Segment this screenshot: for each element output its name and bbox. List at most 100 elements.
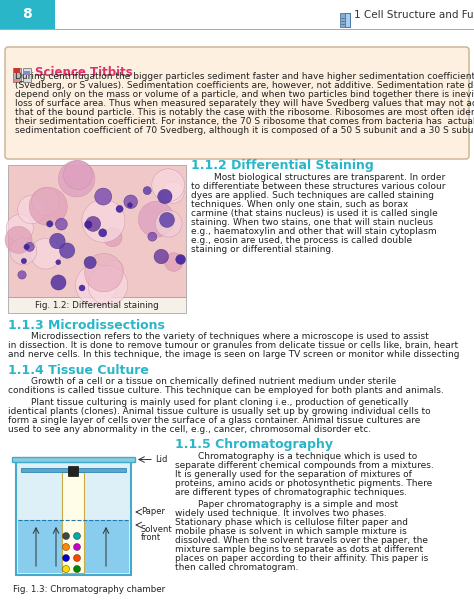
Circle shape: [128, 203, 132, 208]
Text: staining. When two stains, one that will stain nucleus: staining. When two stains, one that will…: [191, 218, 433, 227]
Text: separate different chemical compounds from a mixtures.: separate different chemical compounds fr…: [175, 461, 434, 470]
Text: and nerve cells. In this technique, the image is seen on large TV screen or moni: and nerve cells. In this technique, the …: [8, 350, 459, 359]
Circle shape: [116, 205, 123, 213]
Circle shape: [21, 258, 27, 264]
Circle shape: [73, 544, 81, 550]
FancyBboxPatch shape: [5, 47, 469, 159]
Text: Most biological structures are transparent. In order: Most biological structures are transpare…: [191, 173, 445, 182]
Circle shape: [58, 161, 95, 197]
Text: depend only on the mass or volume of a particle, and when two particles bind tog: depend only on the mass or volume of a p…: [15, 90, 474, 99]
Text: places on paper according to their affinity. This paper is: places on paper according to their affin…: [175, 554, 428, 563]
Circle shape: [10, 238, 37, 265]
Text: loss of surface area. Thus when measured separately they will have Svedberg valu: loss of surface area. Thus when measured…: [15, 99, 474, 108]
Circle shape: [56, 260, 61, 265]
Bar: [340, 13, 350, 27]
Bar: [13, 68, 21, 82]
Bar: [16, 462, 131, 575]
Bar: [24, 71, 30, 75]
Circle shape: [18, 271, 26, 279]
Circle shape: [159, 213, 174, 227]
Circle shape: [86, 216, 100, 231]
Text: e.g., eosin are used, the process is called double: e.g., eosin are used, the process is cal…: [191, 236, 412, 245]
Bar: [8, 297, 186, 313]
Circle shape: [63, 544, 70, 550]
Text: their sedimentation coefficient. For instance, the 70 S ribosome that comes from: their sedimentation coefficient. For ins…: [15, 117, 474, 126]
Bar: [8, 165, 186, 297]
Circle shape: [138, 201, 174, 237]
Text: mobile phase is solvent in which sample mixture is: mobile phase is solvent in which sample …: [175, 527, 407, 536]
Text: 1 Cell Structure and Functions: 1 Cell Structure and Functions: [354, 9, 474, 20]
Text: Solvent: Solvent: [141, 525, 173, 534]
Bar: [55, 0, 335, 29]
Bar: [0, 0, 474, 5]
Bar: [345, 13, 350, 27]
Circle shape: [162, 181, 184, 204]
Circle shape: [79, 285, 85, 291]
Bar: [23, 68, 31, 82]
Circle shape: [124, 195, 137, 208]
Text: Paper chromatography is a simple and most: Paper chromatography is a simple and mos…: [175, 500, 398, 509]
Circle shape: [63, 555, 70, 562]
Text: staining or differential staining.: staining or differential staining.: [191, 245, 334, 254]
Text: Paper: Paper: [141, 508, 165, 517]
Circle shape: [82, 199, 125, 243]
Text: front: front: [141, 533, 161, 542]
Circle shape: [85, 253, 123, 292]
Circle shape: [84, 221, 92, 228]
Circle shape: [25, 242, 34, 251]
Text: Lid: Lid: [155, 455, 167, 464]
Circle shape: [32, 188, 59, 215]
Circle shape: [51, 275, 66, 290]
Circle shape: [164, 253, 183, 272]
Text: carmine (that stains nucleus) is used it is called single: carmine (that stains nucleus) is used it…: [191, 209, 438, 218]
Circle shape: [73, 533, 81, 539]
Circle shape: [24, 244, 29, 249]
Text: Microdissection refers to the variety of techniques where a microscope is used t: Microdissection refers to the variety of…: [8, 332, 429, 341]
Circle shape: [99, 229, 107, 237]
Circle shape: [5, 226, 32, 253]
Text: e.g., haematoxylin and other that will stain cytoplasm: e.g., haematoxylin and other that will s…: [191, 227, 437, 236]
Circle shape: [30, 238, 61, 269]
Circle shape: [73, 555, 81, 562]
Text: then called chromatogram.: then called chromatogram.: [175, 563, 298, 572]
Bar: [14, 68, 20, 73]
Circle shape: [64, 161, 92, 189]
Bar: [335, 0, 474, 29]
Text: techniques. When only one stain, such as borax: techniques. When only one stain, such as…: [191, 200, 408, 209]
Text: in dissection. It is done to remove tumour or granules from delicate tissue or c: in dissection. It is done to remove tumo…: [8, 341, 458, 350]
Circle shape: [55, 218, 67, 230]
Circle shape: [88, 265, 128, 305]
Text: Science Titbits: Science Titbits: [35, 66, 133, 80]
Circle shape: [154, 249, 169, 264]
Circle shape: [75, 264, 117, 306]
Text: sedimentation coefficient of 70 Svedberg, although it is composed of a 50 S subu: sedimentation coefficient of 70 Svedberg…: [15, 126, 474, 135]
Circle shape: [155, 210, 182, 237]
Text: widely used technique. It involves two phases.: widely used technique. It involves two p…: [175, 509, 387, 518]
Circle shape: [158, 189, 172, 204]
Text: 1.1.3 Microdissections: 1.1.3 Microdissections: [8, 319, 165, 332]
Text: proteins, amino acids or photosynthetic pigments. There: proteins, amino acids or photosynthetic …: [175, 479, 432, 488]
Text: Fig. 1.3: Chromatography chamber: Fig. 1.3: Chromatography chamber: [13, 585, 165, 593]
Text: Plant tissue culturing is mainly used for plant cloning i.e., production of gene: Plant tissue culturing is mainly used fo…: [8, 398, 409, 407]
Text: form a single layer of cells over the surface of a glass container. Animal tissu: form a single layer of cells over the su…: [8, 416, 420, 425]
Text: 1.1.2 Differential Staining: 1.1.2 Differential Staining: [191, 159, 374, 172]
Circle shape: [152, 169, 184, 202]
Text: that of the bound particle. This is notably the case with the ribosome. Ribosome: that of the bound particle. This is nota…: [15, 108, 474, 117]
Circle shape: [84, 256, 96, 268]
Circle shape: [63, 566, 70, 573]
Text: 1.1.4 Tissue Culture: 1.1.4 Tissue Culture: [8, 364, 149, 377]
Circle shape: [143, 186, 151, 195]
Text: During centrifugation the bigger particles sediment faster and have higher sedim: During centrifugation the bigger particl…: [15, 72, 474, 81]
Bar: [18, 520, 129, 573]
Text: It is generally used for the separation of mixtures of: It is generally used for the separation …: [175, 470, 412, 479]
Text: dyes are applied. Such techniques are called staining: dyes are applied. Such techniques are ca…: [191, 191, 434, 200]
Bar: [0, 0, 55, 29]
Circle shape: [73, 566, 81, 573]
Text: 8: 8: [22, 7, 32, 21]
Text: mixture sample begins to separate as dots at different: mixture sample begins to separate as dot…: [175, 545, 423, 554]
Bar: [21, 468, 126, 472]
Bar: [12, 457, 135, 462]
Text: Growth of a cell or a tissue on chemically defined nutrient medium under sterile: Growth of a cell or a tissue on chemical…: [8, 377, 396, 386]
Bar: [62, 472, 84, 573]
Circle shape: [95, 188, 112, 205]
